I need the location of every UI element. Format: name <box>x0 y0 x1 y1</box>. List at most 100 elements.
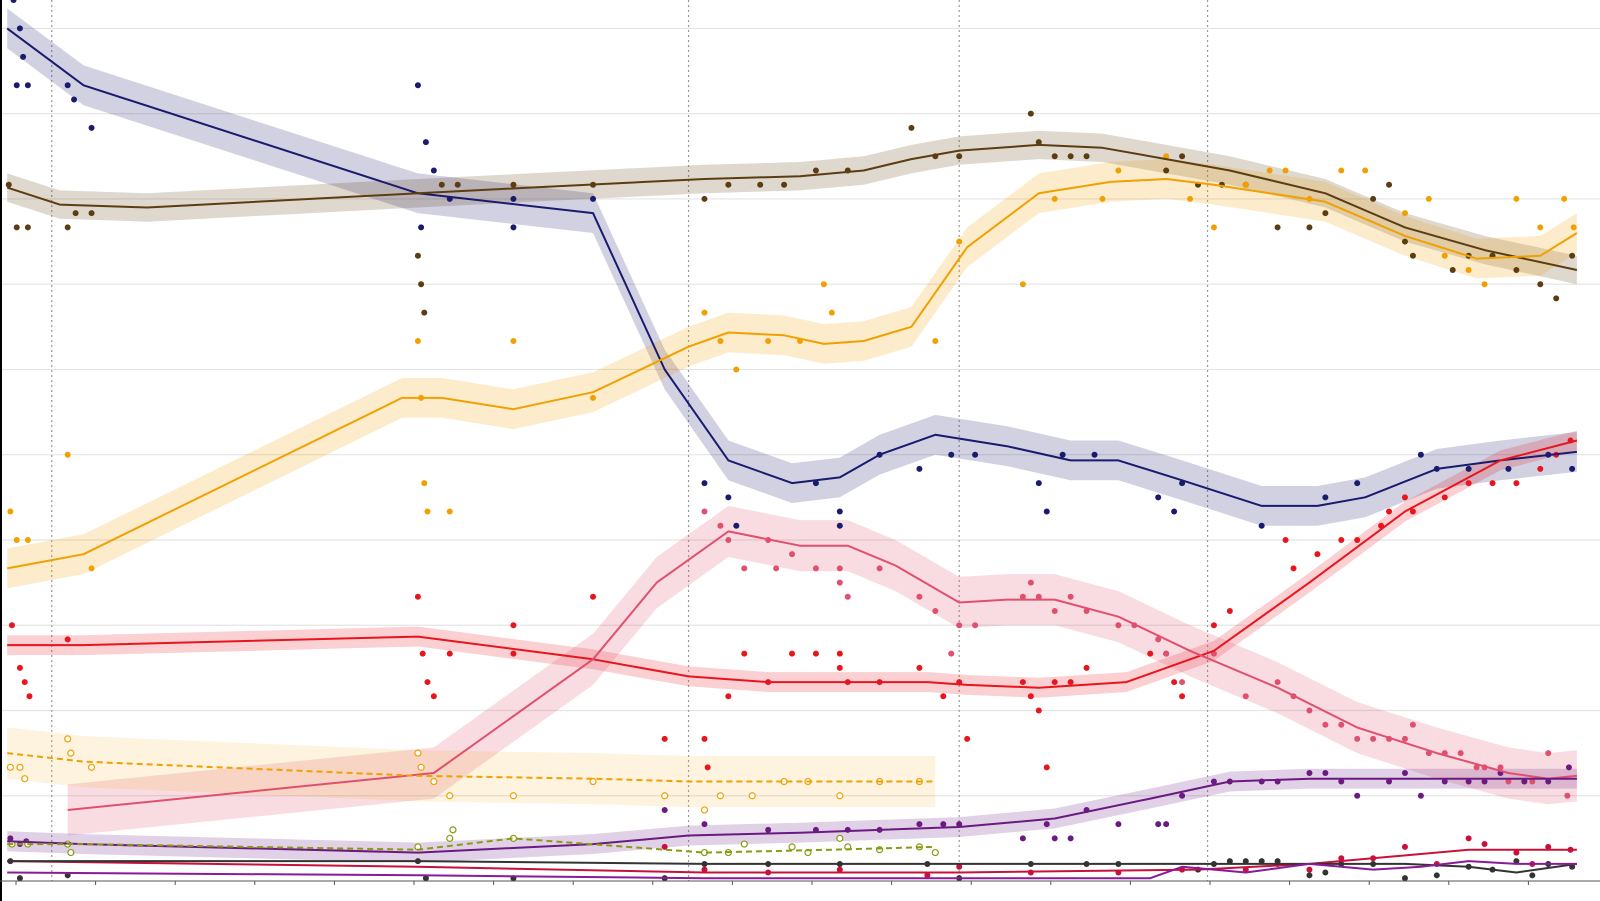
poll-point-navy <box>1043 508 1050 515</box>
poll-point-red <box>1401 494 1408 501</box>
poll-point-red <box>419 650 426 657</box>
poll-point-pink <box>1179 679 1186 686</box>
poll-point-brown <box>1027 110 1034 117</box>
poll-point-red <box>1386 508 1393 515</box>
poll-point-orange <box>1051 195 1058 202</box>
poll-point-purple <box>661 806 668 813</box>
poll-point-red <box>430 693 437 700</box>
poll-point-red <box>1409 508 1416 515</box>
poll-point-orange <box>828 309 835 316</box>
poll-point-brown <box>1513 266 1520 273</box>
poll-point-pink <box>1545 750 1552 757</box>
poll-point-red <box>1513 480 1520 487</box>
poll-point-navy <box>1569 465 1576 472</box>
poll-point-red <box>1179 693 1186 700</box>
poll-point-pink <box>844 593 851 600</box>
poll-points <box>5 0 1577 882</box>
poll-point-navy <box>812 480 819 487</box>
poll-point-orange <box>1570 224 1577 231</box>
poll-point-pink <box>1409 721 1416 728</box>
poll-point-brown <box>1179 153 1186 160</box>
poll-point-open-orange <box>64 735 72 743</box>
poll-point-red <box>836 650 843 657</box>
poll-point-open-orange <box>16 763 24 771</box>
poll-point-brown <box>701 195 708 202</box>
poll-point-crimson <box>1338 855 1345 862</box>
poll-point-red <box>789 650 796 657</box>
poll-point-brown <box>1370 195 1377 202</box>
poll-point-navy <box>1417 451 1424 458</box>
poll-point-pink <box>1274 679 1281 686</box>
poll-point-navy <box>1035 480 1042 487</box>
poll-point-brown <box>13 224 20 231</box>
poll-point-darkgray <box>1322 869 1329 876</box>
poll-point-red <box>701 735 708 742</box>
trend-lines <box>6 27 1578 880</box>
poll-point-orange <box>1163 153 1170 160</box>
poll-point-brown <box>757 181 764 188</box>
poll-point-red <box>1290 565 1297 572</box>
poll-point-brown <box>24 224 31 231</box>
poll-point-brown <box>1569 252 1576 259</box>
poll-point-red <box>590 593 597 600</box>
poll-point-purple <box>1115 821 1122 828</box>
poll-point-purple <box>1179 792 1186 799</box>
poll-point-brown <box>5 181 12 188</box>
poll-point-orange <box>1338 167 1345 174</box>
poll-point-navy <box>71 96 78 103</box>
poll-point-brown <box>1067 153 1074 160</box>
poll-point-darkgray <box>1242 858 1249 865</box>
poll-point-navy <box>1354 480 1361 487</box>
poll-point-navy <box>725 494 732 501</box>
poll-point-crimson <box>924 872 931 879</box>
poll-point-navy <box>422 139 429 146</box>
trend-line-orange <box>7 178 1578 570</box>
poll-point-pink <box>1354 735 1361 742</box>
poll-point-navy <box>1505 465 1512 472</box>
poll-point-brown <box>812 167 819 174</box>
poll-point-purple <box>1210 778 1217 785</box>
poll-point-brown <box>438 181 445 188</box>
poll-point-navy <box>972 451 979 458</box>
poll-point-navy <box>1322 494 1329 501</box>
poll-point-pink <box>1051 608 1058 615</box>
poll-point-orange <box>510 338 517 345</box>
poll-point-crimson <box>1306 866 1313 873</box>
trend-line-pink <box>67 530 1578 811</box>
poll-point-red <box>836 664 843 671</box>
trend-line-darkgray <box>7 860 1578 874</box>
poll-point-pink <box>948 650 955 657</box>
poll-point-red <box>704 764 711 771</box>
poll-point-red <box>1537 465 1544 472</box>
poll-point-brown <box>1386 181 1393 188</box>
poll-point-purple <box>765 826 772 833</box>
poll-point-red <box>1035 707 1042 714</box>
poll-point-brown <box>421 309 428 316</box>
trend-line-crimson <box>7 848 1577 874</box>
poll-point-red <box>1019 679 1026 686</box>
poll-point-orange <box>1465 266 1472 273</box>
poll-point-open-orange <box>87 763 96 771</box>
poll-point-brown <box>781 181 788 188</box>
poll-point-brown <box>1306 224 1313 231</box>
poll-point-pink <box>1338 721 1345 728</box>
poll-point-red <box>1441 494 1448 501</box>
poll-point-purple <box>1354 792 1361 799</box>
poll-point-navy <box>1465 465 1472 472</box>
poll-point-navy <box>1258 522 1265 529</box>
poll-point-pink <box>1115 622 1122 629</box>
poll-point-darkgray <box>1433 872 1440 879</box>
poll-point-orange <box>7 508 14 515</box>
poll-point-orange <box>1401 210 1408 217</box>
poll-point-red <box>1354 536 1361 543</box>
poll-point-open-olive <box>836 834 844 842</box>
poll-point-red <box>1027 693 1034 700</box>
poll-point-purple <box>1306 770 1313 777</box>
poll-point-purple <box>701 821 708 828</box>
poll-point-open-orange <box>589 777 597 786</box>
poll-point-orange <box>701 309 708 316</box>
poll-point-red <box>725 693 732 700</box>
poll-point-navy <box>20 53 27 60</box>
poll-point-purple <box>1043 821 1050 828</box>
